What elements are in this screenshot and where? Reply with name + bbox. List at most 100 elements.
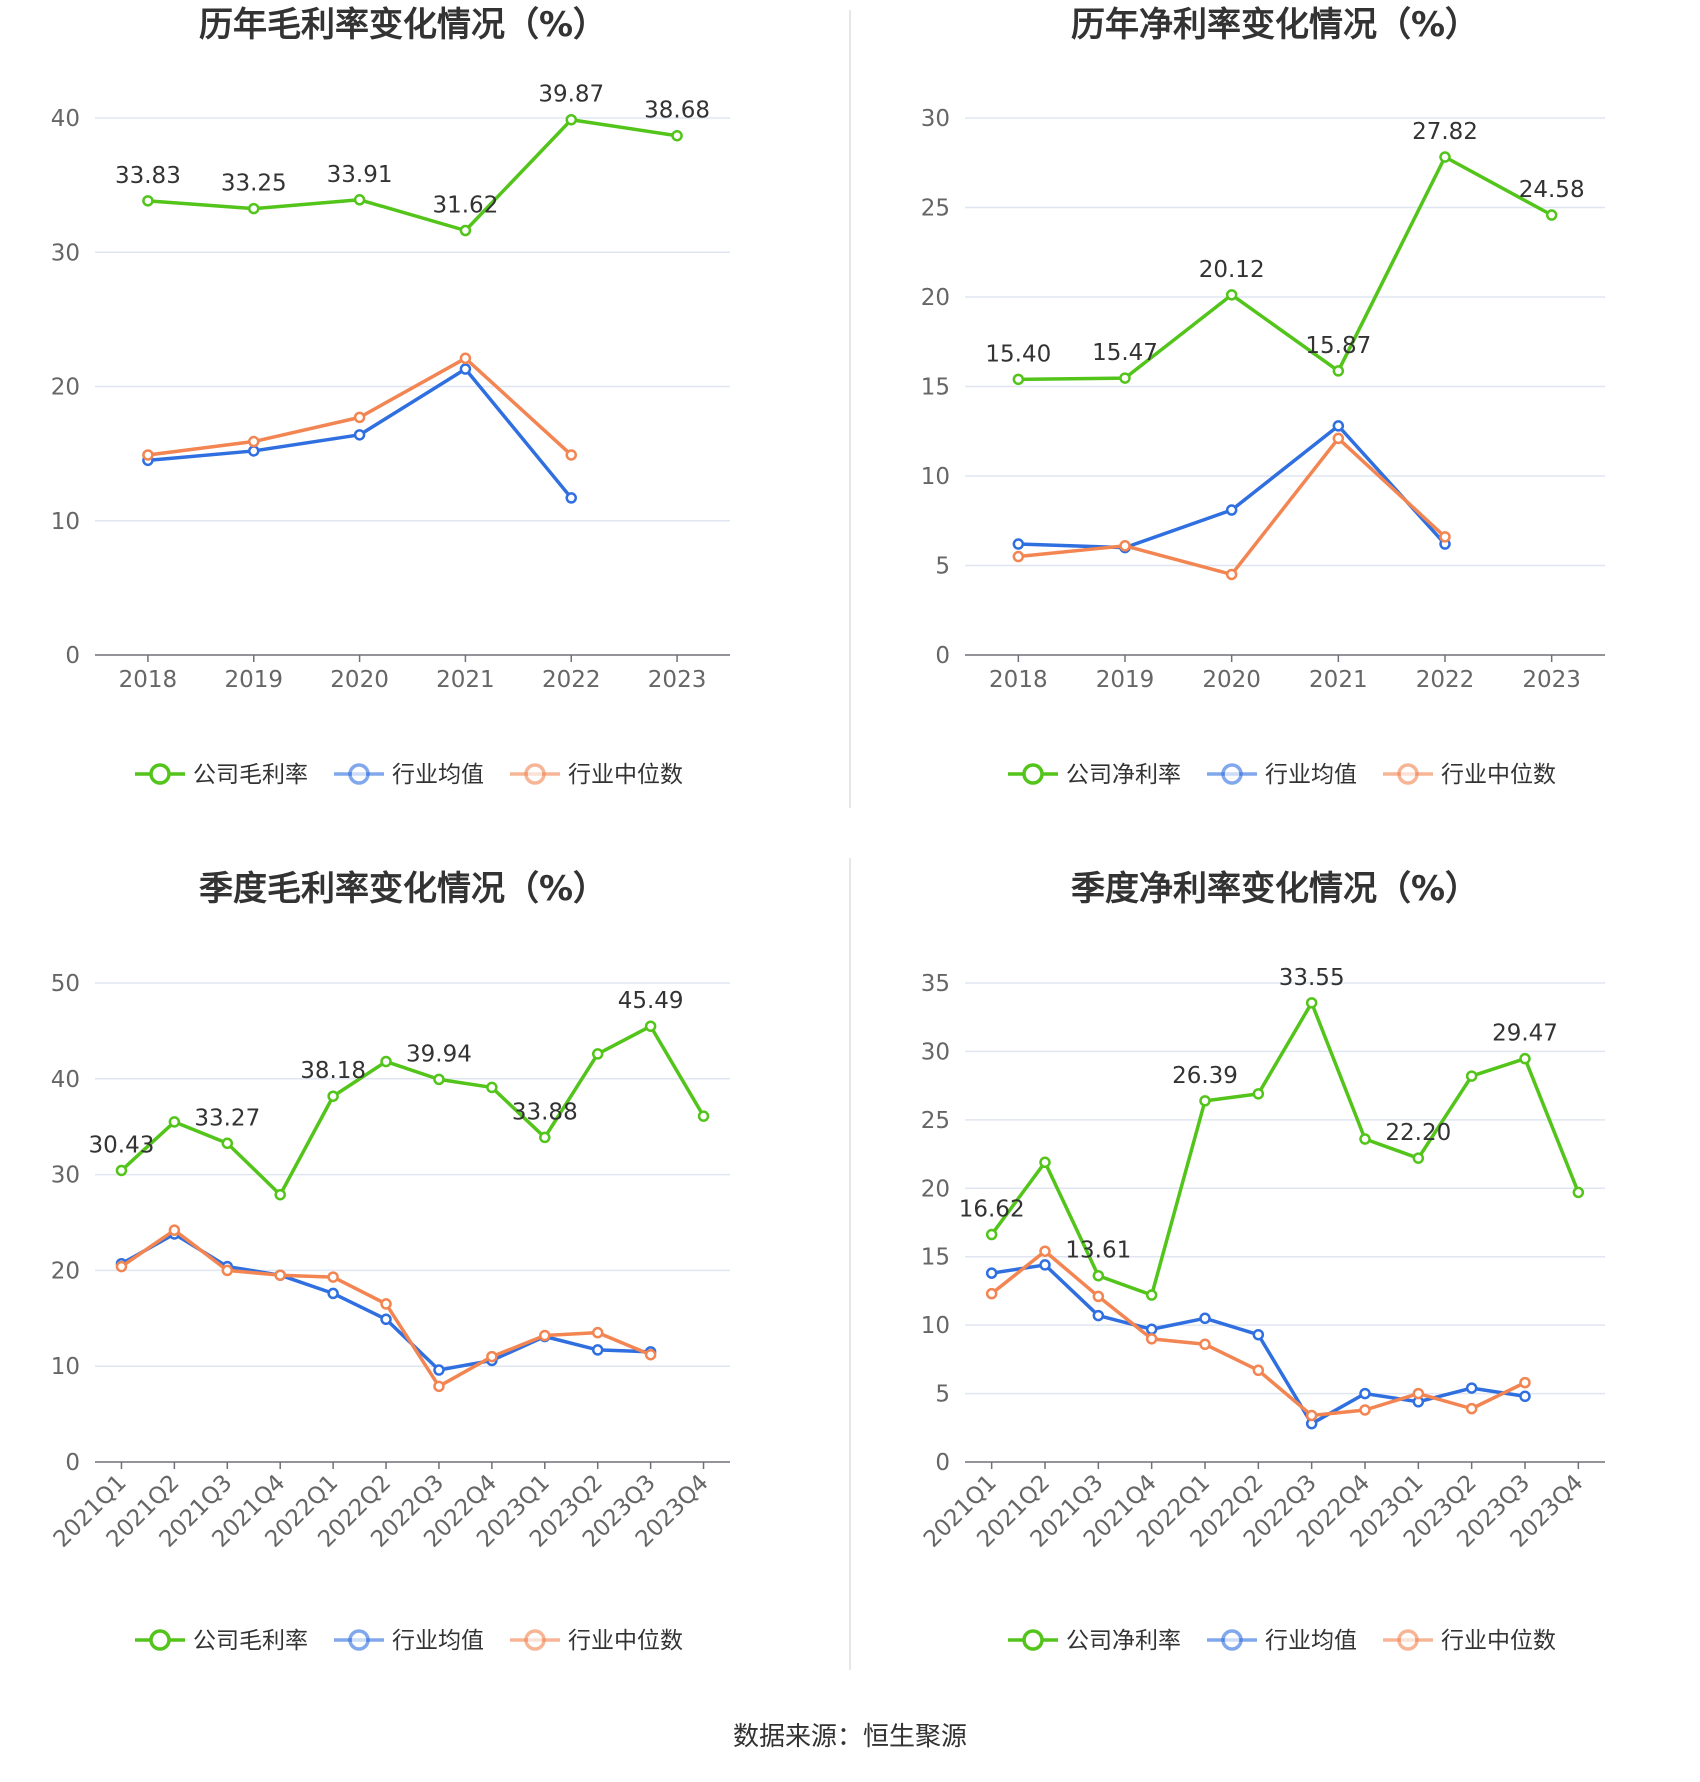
data-point-company	[1359, 1133, 1371, 1145]
y-tick-label: 20	[921, 285, 950, 311]
data-point-median	[1412, 1387, 1425, 1400]
legend-label: 公司毛利率	[193, 762, 308, 788]
y-tick-label: 40	[51, 1067, 80, 1093]
data-point-company	[168, 1116, 181, 1128]
series-line-company	[147, 117, 678, 233]
legend-item-company: 公司净利率	[1008, 1628, 1181, 1654]
chart-panel-3: 季度毛利率变化情况（%）010203040502021Q12021Q22021Q…	[49, 869, 730, 1654]
data-point-company	[221, 1137, 234, 1150]
legend-marker	[1397, 763, 1419, 785]
data-point-median	[221, 1264, 234, 1277]
data-point-avg	[1092, 1309, 1105, 1322]
data-point-company	[327, 1090, 339, 1102]
data-source: 数据来源：恒生聚源	[733, 1722, 967, 1752]
data-point-company	[1225, 289, 1238, 301]
legend-marker	[1022, 763, 1044, 785]
data-point-company	[985, 1228, 998, 1241]
data-point-company	[459, 224, 472, 237]
data-label: 39.87	[538, 82, 604, 108]
data-point-company	[1305, 997, 1318, 1009]
legend-item-avg: 行业均值	[1207, 1628, 1357, 1654]
data-point-company	[486, 1081, 498, 1094]
data-point-median	[486, 1350, 498, 1363]
chart-panel-4: 季度净利率变化情况（%）051015202530352021Q12021Q220…	[919, 869, 1605, 1654]
legend-marker	[1397, 1629, 1419, 1651]
data-point-avg	[380, 1313, 392, 1326]
x-tick-label: 2022	[1416, 667, 1475, 693]
data-point-median	[644, 1348, 657, 1361]
data-label: 13.61	[1065, 1238, 1131, 1264]
data-point-avg	[1519, 1390, 1531, 1403]
data-point-company	[1572, 1186, 1585, 1199]
data-point-company	[248, 202, 260, 215]
y-tick-label: 30	[51, 240, 80, 266]
data-point-company	[1545, 209, 1558, 221]
data-label: 16.62	[959, 1197, 1025, 1223]
data-point-median	[1012, 550, 1025, 563]
data-point-avg	[1225, 504, 1238, 516]
y-tick-label: 20	[51, 1258, 80, 1284]
legend-marker	[1221, 763, 1243, 785]
data-point-company	[1412, 1152, 1425, 1164]
series-line-company	[990, 1001, 1580, 1297]
data-label: 26.39	[1172, 1063, 1238, 1089]
y-tick-label: 10	[921, 464, 950, 490]
data-label: 15.40	[985, 341, 1051, 367]
x-tick-label: 2018	[989, 667, 1048, 693]
data-label: 33.83	[115, 163, 181, 189]
legend-marker	[149, 763, 171, 785]
data-point-median	[433, 1380, 445, 1393]
legend-marker	[348, 763, 370, 785]
data-label: 33.27	[194, 1105, 260, 1131]
legend-marker	[1221, 1629, 1243, 1651]
data-label: 33.88	[512, 1099, 578, 1125]
data-label: 33.55	[1279, 965, 1345, 991]
data-point-median	[1119, 540, 1131, 552]
data-point-median	[1519, 1376, 1531, 1389]
data-point-company	[433, 1073, 445, 1086]
y-tick-label: 20	[921, 1176, 950, 1202]
data-point-company	[1252, 1088, 1265, 1100]
data-label: 20.12	[1199, 257, 1265, 283]
data-point-median	[380, 1298, 392, 1310]
x-tick-label: 2020	[330, 667, 389, 693]
data-point-median	[1305, 1409, 1318, 1422]
legend-label: 行业中位数	[1441, 1628, 1556, 1654]
series-line-avg	[1018, 424, 1447, 550]
data-point-median	[1039, 1245, 1051, 1257]
data-point-median	[1199, 1338, 1211, 1351]
data-point-median	[591, 1326, 604, 1339]
legend-label: 行业均值	[392, 1628, 484, 1654]
data-point-company	[1519, 1052, 1531, 1065]
legend-label: 行业均值	[1265, 762, 1357, 788]
legend-item-median: 行业中位数	[1383, 1628, 1556, 1654]
data-label: 22.20	[1385, 1120, 1451, 1146]
y-tick-label: 30	[51, 1163, 80, 1189]
y-tick-label: 5	[935, 1382, 950, 1408]
legend-item-avg: 行业均值	[1207, 762, 1357, 788]
data-point-avg	[1199, 1312, 1211, 1325]
y-tick-label: 10	[921, 1313, 950, 1339]
legend-item-median: 行业中位数	[510, 762, 683, 788]
chart-title: 历年净利率变化情况（%）	[1071, 5, 1479, 45]
x-tick-label: 2022	[542, 667, 601, 693]
legend-label: 行业均值	[392, 762, 484, 788]
data-point-median	[1359, 1404, 1371, 1416]
legend-label: 行业均值	[1265, 1628, 1357, 1654]
x-tick-label: 2023	[1522, 667, 1581, 693]
data-label: 38.68	[644, 98, 710, 124]
data-point-avg	[1359, 1387, 1371, 1400]
data-point-company	[565, 113, 577, 126]
data-label: 30.43	[89, 1132, 155, 1158]
legend-marker	[1022, 1629, 1044, 1651]
data-label: 33.25	[221, 171, 287, 197]
data-point-company	[539, 1131, 551, 1144]
data-point-median	[1145, 1333, 1158, 1345]
data-point-company	[353, 194, 366, 206]
data-point-median	[1225, 568, 1238, 581]
data-label: 15.47	[1092, 340, 1158, 366]
legend-marker	[524, 1629, 546, 1651]
data-point-median	[1092, 1290, 1105, 1303]
data-point-avg	[433, 1364, 445, 1376]
data-point-company	[1119, 372, 1131, 384]
